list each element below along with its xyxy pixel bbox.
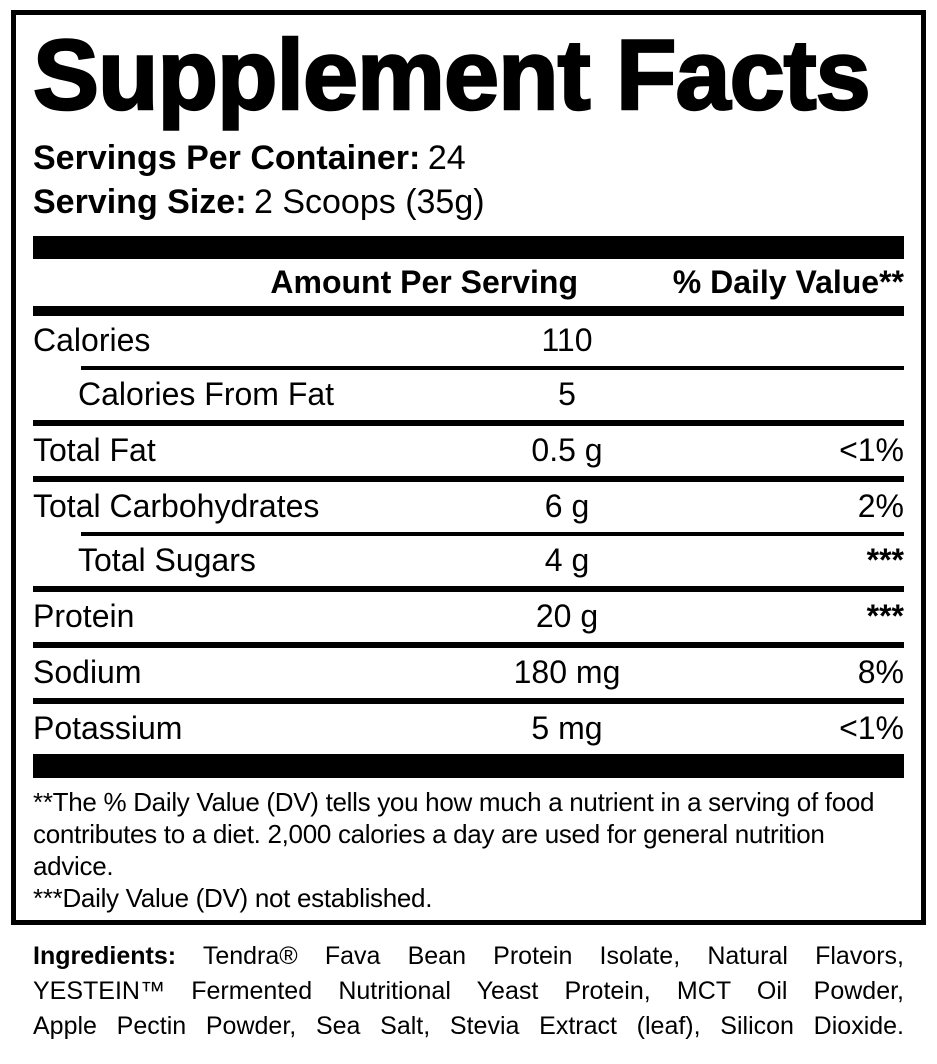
nutrient-row-potassium: Potassium 5 mg <1% [33, 704, 904, 754]
row-separator [33, 641, 904, 648]
nutrient-name: Total Carbohydrates [33, 488, 320, 525]
ingredients-line: Ingredients: Tendra® Fava Bean Protein I… [33, 939, 904, 974]
ingredients-text: Tendra® Fava Bean Protein Isolate, Natur… [202, 941, 905, 970]
nutrient-dv: 8% [857, 654, 904, 691]
row-separator [33, 475, 904, 482]
row-separator-indented [81, 365, 904, 370]
nutrient-name: Potassium [33, 710, 183, 747]
serving-size-line: Serving Size: 2 Scoops (35g) [33, 180, 904, 224]
footnotes: **The % Daily Value (DV) tells you how m… [33, 786, 904, 914]
nutrient-amount: 5 [558, 376, 576, 413]
ingredients-line: Apple Pectin Powder, Sea Salt, Stevia Ex… [33, 1011, 904, 1040]
nutrient-dv: *** [866, 597, 904, 634]
table-header-row: Amount Per Serving % Daily Value** [33, 259, 904, 306]
nutrient-amount: 4 g [544, 542, 590, 579]
nutrient-amount: 0.5 g [531, 432, 603, 469]
nutrient-name: Calories [33, 322, 151, 359]
ingredients-label: Ingredients: [33, 941, 177, 970]
serving-size-value: 2 Scoops (35g) [253, 182, 485, 221]
nutrient-row-total-sugars: Total Sugars 4 g *** [33, 536, 904, 586]
nutrient-row-total-carbohydrates: Total Carbohydrates 6 g 2% [33, 482, 904, 532]
nutrient-amount: 6 g [544, 488, 590, 525]
nutrient-row-sodium: Sodium 180 mg 8% [33, 648, 904, 698]
footnote-daily-value: **The % Daily Value (DV) tells you how m… [33, 786, 875, 881]
servings-per-container-label: Servings Per Container: [33, 138, 421, 177]
divider-bar-top [33, 235, 904, 259]
row-separator [33, 419, 904, 426]
nutrient-amount: 20 g [535, 598, 599, 635]
daily-value-header: % Daily Value** [672, 263, 904, 300]
nutrient-row-calories: Calories 110 [33, 316, 904, 366]
row-separator-indented [81, 531, 904, 536]
serving-info: Servings Per Container: 24 Serving Size: 2… [33, 136, 904, 224]
nutrient-name: Protein [33, 598, 135, 635]
nutrient-name: Total Fat [33, 432, 156, 469]
row-separator [33, 585, 904, 592]
nutrient-name: Total Sugars [78, 542, 256, 579]
ingredients-paragraph: Ingredients: Tendra® Fava Bean Protein I… [11, 939, 926, 1044]
panel-title: Supplement Facts [32, 19, 872, 130]
nutrient-row-protein: Protein 20 g *** [33, 592, 904, 642]
servings-per-container-line: Servings Per Container: 24 [33, 136, 904, 180]
serving-size-label: Serving Size: [33, 182, 247, 221]
nutrient-dv: <1% [839, 432, 904, 469]
footnote-not-established: ***Daily Value (DV) not established. [33, 882, 433, 913]
row-separator [33, 697, 904, 704]
nutrient-name: Sodium [33, 654, 142, 691]
header-rule [33, 305, 904, 316]
servings-per-container-value: 24 [427, 138, 466, 177]
nutrient-amount: 5 mg [531, 710, 603, 747]
nutrient-dv: <1% [839, 710, 904, 747]
nutrient-row-total-fat: Total Fat 0.5 g <1% [33, 426, 904, 476]
supplement-facts-panel: Supplement Facts Servings Per Container:… [11, 10, 926, 925]
amount-per-serving-header: Amount Per Serving [270, 263, 578, 300]
divider-bar-bottom [33, 753, 904, 778]
ingredients-line: YESTEIN™ Fermented Nutritional Yeast Pro… [33, 976, 904, 1005]
nutrient-dv: 2% [857, 488, 904, 525]
nutrient-row-calories-from-fat: Calories From Fat 5 [33, 370, 904, 420]
nutrient-dv: *** [866, 541, 904, 578]
nutrient-amount: 110 [541, 322, 593, 359]
nutrient-amount: 180 mg [513, 654, 621, 691]
nutrient-name: Calories From Fat [78, 376, 335, 413]
